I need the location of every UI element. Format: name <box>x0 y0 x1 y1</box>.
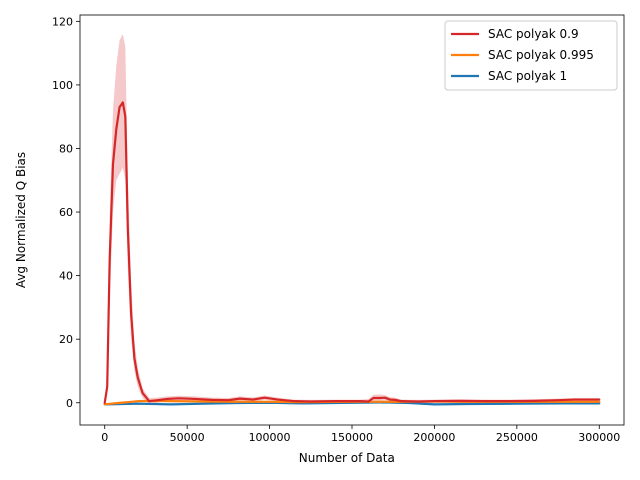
y-axis-ticks: 0 20 40 60 80 100 120 <box>52 15 80 410</box>
y-tick-label: 0 <box>66 397 73 410</box>
series-lines <box>103 101 601 406</box>
x-tick-label: 250000 <box>496 431 538 444</box>
legend-label-1: SAC polyak 0.995 <box>488 48 594 62</box>
y-tick-label: 20 <box>59 333 73 346</box>
x-tick-label: 200000 <box>413 431 455 444</box>
y-tick-label: 40 <box>59 270 73 283</box>
y-axis-label: Avg Normalized Q Bias <box>14 152 28 288</box>
x-tick-label: 150000 <box>331 431 373 444</box>
y-tick-label: 60 <box>59 206 73 219</box>
x-tick-label: 50000 <box>170 431 205 444</box>
legend-label-0: SAC polyak 0.9 <box>488 27 579 41</box>
y-tick-label: 120 <box>52 15 73 28</box>
x-tick-label: 300000 <box>578 431 620 444</box>
legend: SAC polyak 0.9 SAC polyak 0.995 SAC polyak… <box>444 20 618 91</box>
y-tick-label: 80 <box>59 142 73 155</box>
legend-frame <box>444 20 618 91</box>
y-tick-label: 100 <box>52 79 73 92</box>
x-axis-label: Number of Data <box>299 451 395 465</box>
x-axis-ticks: 0 50000 100000 150000 200000 250000 300000 <box>101 425 620 444</box>
legend-label-2: SAC polyak 1 <box>488 69 567 83</box>
x-tick-label: 0 <box>101 431 108 444</box>
x-tick-label: 100000 <box>249 431 291 444</box>
series-line-0 <box>103 101 601 404</box>
